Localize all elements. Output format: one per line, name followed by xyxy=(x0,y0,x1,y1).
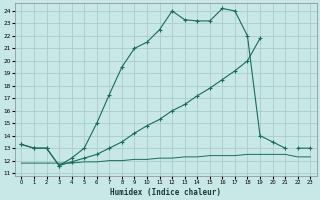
X-axis label: Humidex (Indice chaleur): Humidex (Indice chaleur) xyxy=(110,188,221,197)
